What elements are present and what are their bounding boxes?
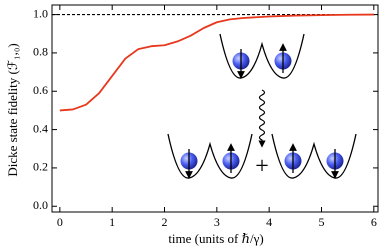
- y-tick-label: 0.2: [33, 160, 48, 174]
- y-axis-label: Dicke state fidelity (ℱ₁,₀): [5, 43, 20, 176]
- y-tick-label: 0.0: [33, 198, 48, 212]
- double-well: [271, 133, 357, 179]
- y-tick-label: 1.0: [33, 6, 48, 20]
- wavy-arrow: [258, 89, 266, 148]
- x-tick-label: 3: [214, 215, 220, 229]
- double-well: [219, 33, 305, 79]
- axes-frame: [51, 4, 379, 213]
- plot-area: 0 1 2 3 4 5 6 0.0 0.2 0.4 0.6 0.8 1.0: [33, 4, 379, 229]
- series-line: [59, 13, 374, 112]
- x-tick-label: 2: [162, 215, 168, 229]
- x-tick-label: 6: [371, 215, 377, 229]
- x-tick-label: 0: [57, 215, 63, 229]
- x-tick-label: 4: [266, 215, 272, 229]
- y-tick-label: 0.4: [33, 121, 48, 135]
- double-well: [167, 133, 253, 179]
- y-tick-label: 0.6: [33, 83, 48, 97]
- inset-diagram: +: [167, 33, 357, 180]
- x-axis-label: time (units of ℏ/γ): [168, 231, 263, 246]
- x-tick-label: 1: [109, 215, 115, 229]
- y-tick-label: 0.8: [33, 45, 48, 59]
- x-tick-label: 5: [318, 215, 324, 229]
- plus-sign: +: [255, 154, 269, 180]
